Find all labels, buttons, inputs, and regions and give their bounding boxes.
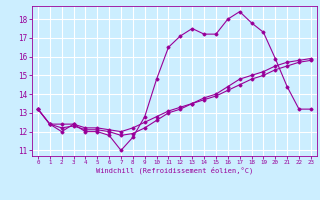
X-axis label: Windchill (Refroidissement éolien,°C): Windchill (Refroidissement éolien,°C) (96, 167, 253, 174)
